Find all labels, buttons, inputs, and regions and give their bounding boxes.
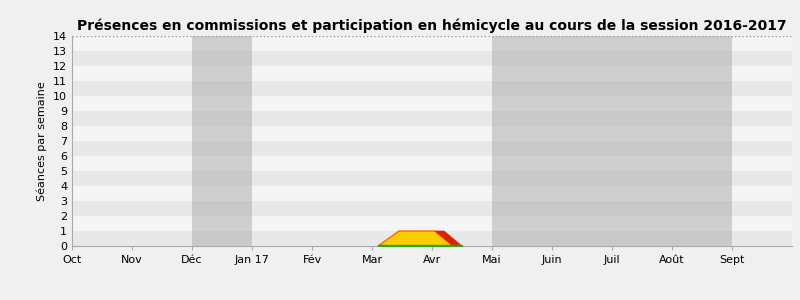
Bar [192, 36, 252, 246]
Bar [672, 36, 732, 246]
Bar [72, 126, 792, 141]
Bar [72, 141, 792, 156]
Bar [72, 216, 792, 231]
Y-axis label: Séances par semaine: Séances par semaine [37, 81, 47, 201]
Polygon shape [378, 231, 453, 246]
Bar [72, 66, 792, 81]
Bar [612, 36, 672, 246]
Bar [72, 96, 792, 111]
Bar [72, 171, 792, 186]
Bar [72, 201, 792, 216]
Bar [72, 111, 792, 126]
Title: Présences en commissions et participation en hémicycle au cours de la session 20: Présences en commissions et participatio… [77, 19, 787, 33]
Bar [72, 231, 792, 246]
Bar [72, 156, 792, 171]
Bar [72, 81, 792, 96]
Bar [552, 36, 612, 246]
Polygon shape [435, 231, 462, 246]
Bar [492, 36, 552, 246]
Bar [72, 51, 792, 66]
Bar [72, 186, 792, 201]
Bar [72, 36, 792, 51]
